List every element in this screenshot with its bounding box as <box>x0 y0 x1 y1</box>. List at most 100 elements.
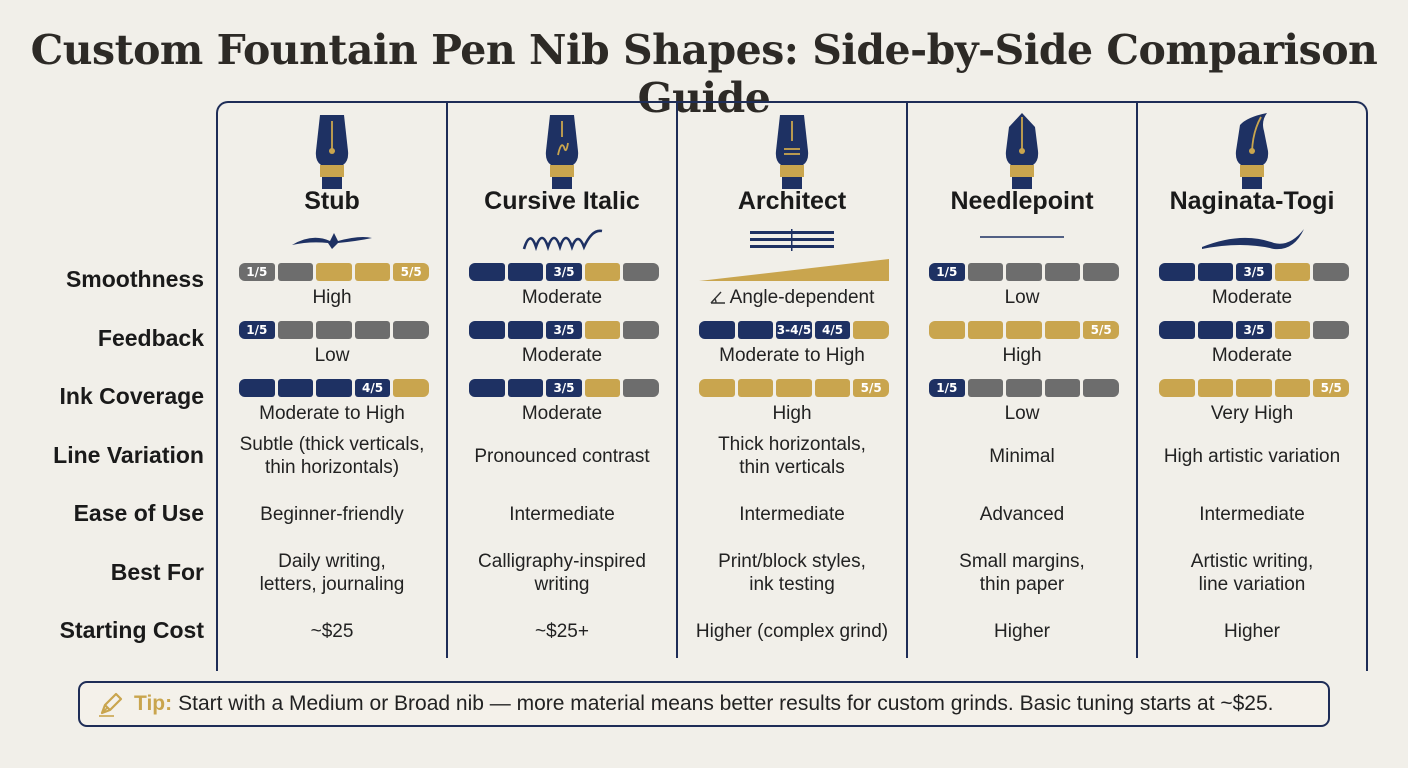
bar-segment <box>354 321 391 339</box>
smoothness-caption: High <box>312 287 352 308</box>
ink-coverage-caption: Moderate to High <box>259 403 405 424</box>
nib-name: Naginata-Togi <box>1169 187 1335 215</box>
smoothness-caption: Moderate <box>521 287 603 308</box>
ink-coverage-caption: Moderate <box>521 403 603 424</box>
bar-segment: 4/5 <box>814 321 851 339</box>
line-variation-text: Thick horizontals, thin verticals <box>678 433 906 479</box>
column-divider <box>906 102 908 658</box>
bar-marker: 4/5 <box>822 323 844 337</box>
bar-segment <box>1274 379 1311 397</box>
bar-marker: 5/5 <box>1090 323 1112 337</box>
bar-marker: 3-4/5 <box>776 323 812 337</box>
nib-name: Architect <box>737 187 847 215</box>
bar-segment <box>1083 263 1119 281</box>
line-variation-text: High artistic variation <box>1138 445 1366 468</box>
row-label-smoothness: Smoothness <box>65 266 204 292</box>
bar-segment <box>316 379 352 397</box>
bar-marker: 1/5 <box>936 265 958 279</box>
bar-marker: 3/5 <box>553 323 575 337</box>
ink-coverage-caption: High <box>772 403 812 424</box>
text-line: thin paper <box>979 574 1065 595</box>
ease-of-use-text: Advanced <box>979 504 1065 525</box>
stub-nib-icon <box>315 115 349 189</box>
feedback-caption: Moderate <box>521 345 603 366</box>
bar-segment <box>469 321 505 339</box>
angle-icon <box>710 291 725 304</box>
ink-coverage-caption: Low <box>1004 403 1040 424</box>
nib-name: Needlepoint <box>950 187 1094 215</box>
angle-dependent-wedge <box>699 259 889 281</box>
row-label-starting-cost: Starting Cost <box>59 617 204 643</box>
bar-segment <box>623 321 659 339</box>
text-line: letters, journaling <box>259 574 405 595</box>
bar-marker: 4/5 <box>362 381 384 395</box>
text-line: Pronounced contrast <box>474 446 650 467</box>
needlepoint-nib-icon <box>1005 113 1039 189</box>
caption-text: Angle-dependent <box>729 287 875 308</box>
bar-segment <box>1197 321 1234 339</box>
ease-of-use-text: Intermediate <box>509 504 615 525</box>
bar-marker: 1/5 <box>246 323 268 337</box>
bar-segment <box>1083 379 1119 397</box>
bar-segment <box>1006 263 1042 281</box>
line-variation-text: Subtle (thick verticals, thin horizontal… <box>218 433 446 479</box>
bar-segment <box>1044 321 1081 339</box>
bar-segment: 5/5 <box>853 379 889 397</box>
bar-segment: 1/5 <box>929 379 965 397</box>
bar-segment: 3/5 <box>1236 263 1272 281</box>
bar-segment <box>967 379 1004 397</box>
ease-of-use-text: Intermediate <box>1199 504 1305 525</box>
comparison-table-frame <box>216 101 1368 671</box>
bar-segment <box>507 321 544 339</box>
row-label-best-for: Best For <box>110 559 204 585</box>
bar-segment <box>1159 379 1195 397</box>
bar-segment <box>507 263 544 281</box>
bar-segment <box>1044 379 1081 397</box>
nib-name: Stub <box>304 187 360 215</box>
bar-segment <box>1197 379 1234 397</box>
bar-marker: 1/5 <box>246 265 268 279</box>
bar-marker: 3/5 <box>1243 265 1265 279</box>
bar-segment <box>1197 263 1234 281</box>
bar-segment <box>584 321 621 339</box>
bar-segment <box>967 263 1004 281</box>
column-divider <box>1136 102 1138 658</box>
bar-segment <box>1274 263 1311 281</box>
best-for-text: Calligraphy-inspired writing <box>448 550 676 596</box>
bar-segment <box>967 321 1004 339</box>
tip-label: Tip: <box>134 692 173 715</box>
smoothness-bar: 3/5 <box>1159 263 1349 281</box>
tip-text: Start with a Medium or Broad nib — more … <box>178 692 1274 715</box>
ink-coverage-bar: 4/5 <box>239 379 429 397</box>
text-line: thin horizontals) <box>264 457 400 478</box>
text-line: line variation <box>1198 574 1306 595</box>
smoothness-bar: 1/5 5/5 <box>239 263 429 281</box>
ink-coverage-bar: 5/5 <box>1159 379 1349 397</box>
ease-of-use-text: Beginner-friendly <box>260 504 404 525</box>
bar-segment <box>469 263 505 281</box>
stub-stroke-sample-icon <box>292 233 372 249</box>
feedback-caption: Low <box>314 345 350 366</box>
pen-icon <box>99 692 123 717</box>
ink-coverage-bar: 5/5 <box>699 379 889 397</box>
bar-segment <box>584 379 621 397</box>
bar-segment: 3-4/5 <box>776 321 812 339</box>
bar-segment <box>316 321 352 339</box>
text-line: writing <box>534 574 590 595</box>
text-line: Subtle (thick verticals, <box>239 434 425 455</box>
bar-segment <box>1274 321 1311 339</box>
smoothness-bar: 1/5 <box>929 263 1119 281</box>
text-line: Small margins, <box>959 551 1085 572</box>
text-line: Calligraphy-inspired <box>478 551 646 572</box>
text-line: Daily writing, <box>278 551 386 572</box>
text-line: High artistic variation <box>1163 446 1341 467</box>
bar-segment: 5/5 <box>1313 379 1349 397</box>
cursive-italic-stroke-sample-icon <box>522 229 603 252</box>
bar-segment <box>277 321 314 339</box>
feedback-bar: 1/5 <box>239 321 429 339</box>
bar-segment <box>623 263 659 281</box>
bar-segment <box>354 263 391 281</box>
bar-segment: 3/5 <box>1236 321 1272 339</box>
bar-segment <box>1159 263 1195 281</box>
bar-marker: 3/5 <box>553 265 575 279</box>
